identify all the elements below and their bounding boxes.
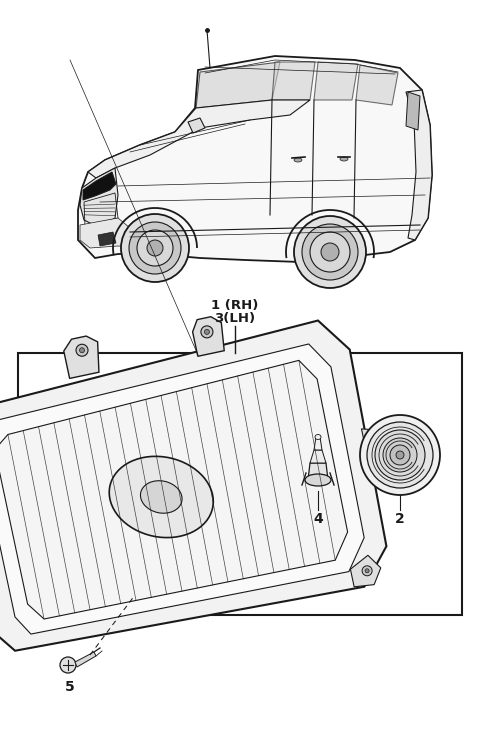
Text: 4: 4 [313, 512, 323, 526]
Polygon shape [98, 232, 116, 246]
Ellipse shape [340, 157, 348, 161]
Circle shape [362, 565, 372, 576]
Polygon shape [88, 100, 310, 178]
Polygon shape [0, 321, 386, 651]
Circle shape [76, 344, 88, 356]
Circle shape [204, 329, 209, 334]
Polygon shape [78, 56, 432, 262]
Polygon shape [83, 172, 116, 200]
Polygon shape [192, 316, 224, 356]
Circle shape [383, 438, 417, 472]
Circle shape [294, 216, 366, 288]
Bar [18, 353, 462, 615]
Polygon shape [188, 118, 205, 133]
Circle shape [147, 240, 163, 256]
Polygon shape [80, 168, 118, 228]
Circle shape [390, 445, 410, 465]
Circle shape [137, 230, 173, 266]
Polygon shape [64, 336, 99, 378]
Circle shape [375, 430, 425, 480]
Polygon shape [314, 62, 358, 100]
Circle shape [396, 451, 404, 459]
Circle shape [60, 657, 76, 673]
Circle shape [360, 415, 440, 495]
Polygon shape [406, 92, 420, 130]
Polygon shape [310, 450, 326, 463]
Circle shape [310, 232, 350, 272]
Polygon shape [356, 65, 398, 105]
Polygon shape [314, 437, 322, 450]
Text: 5: 5 [65, 680, 75, 694]
Ellipse shape [141, 481, 182, 513]
Text: 1 (RH): 1 (RH) [211, 298, 259, 311]
Polygon shape [350, 555, 381, 587]
Ellipse shape [294, 158, 302, 162]
Polygon shape [0, 361, 348, 619]
Polygon shape [361, 429, 385, 466]
Polygon shape [0, 344, 364, 634]
Circle shape [367, 422, 433, 488]
Circle shape [321, 243, 339, 261]
Ellipse shape [305, 474, 331, 486]
Circle shape [129, 222, 181, 274]
Polygon shape [272, 62, 315, 100]
Circle shape [121, 214, 189, 282]
Polygon shape [406, 90, 432, 240]
Polygon shape [196, 62, 280, 108]
Text: 2: 2 [395, 512, 405, 526]
Circle shape [201, 326, 213, 338]
Polygon shape [80, 218, 155, 248]
Circle shape [80, 348, 84, 353]
Polygon shape [75, 652, 96, 667]
Polygon shape [308, 463, 328, 480]
Circle shape [365, 568, 369, 573]
Text: 3(LH): 3(LH) [215, 311, 255, 325]
Circle shape [302, 224, 358, 280]
Ellipse shape [315, 435, 321, 440]
Ellipse shape [109, 456, 213, 538]
